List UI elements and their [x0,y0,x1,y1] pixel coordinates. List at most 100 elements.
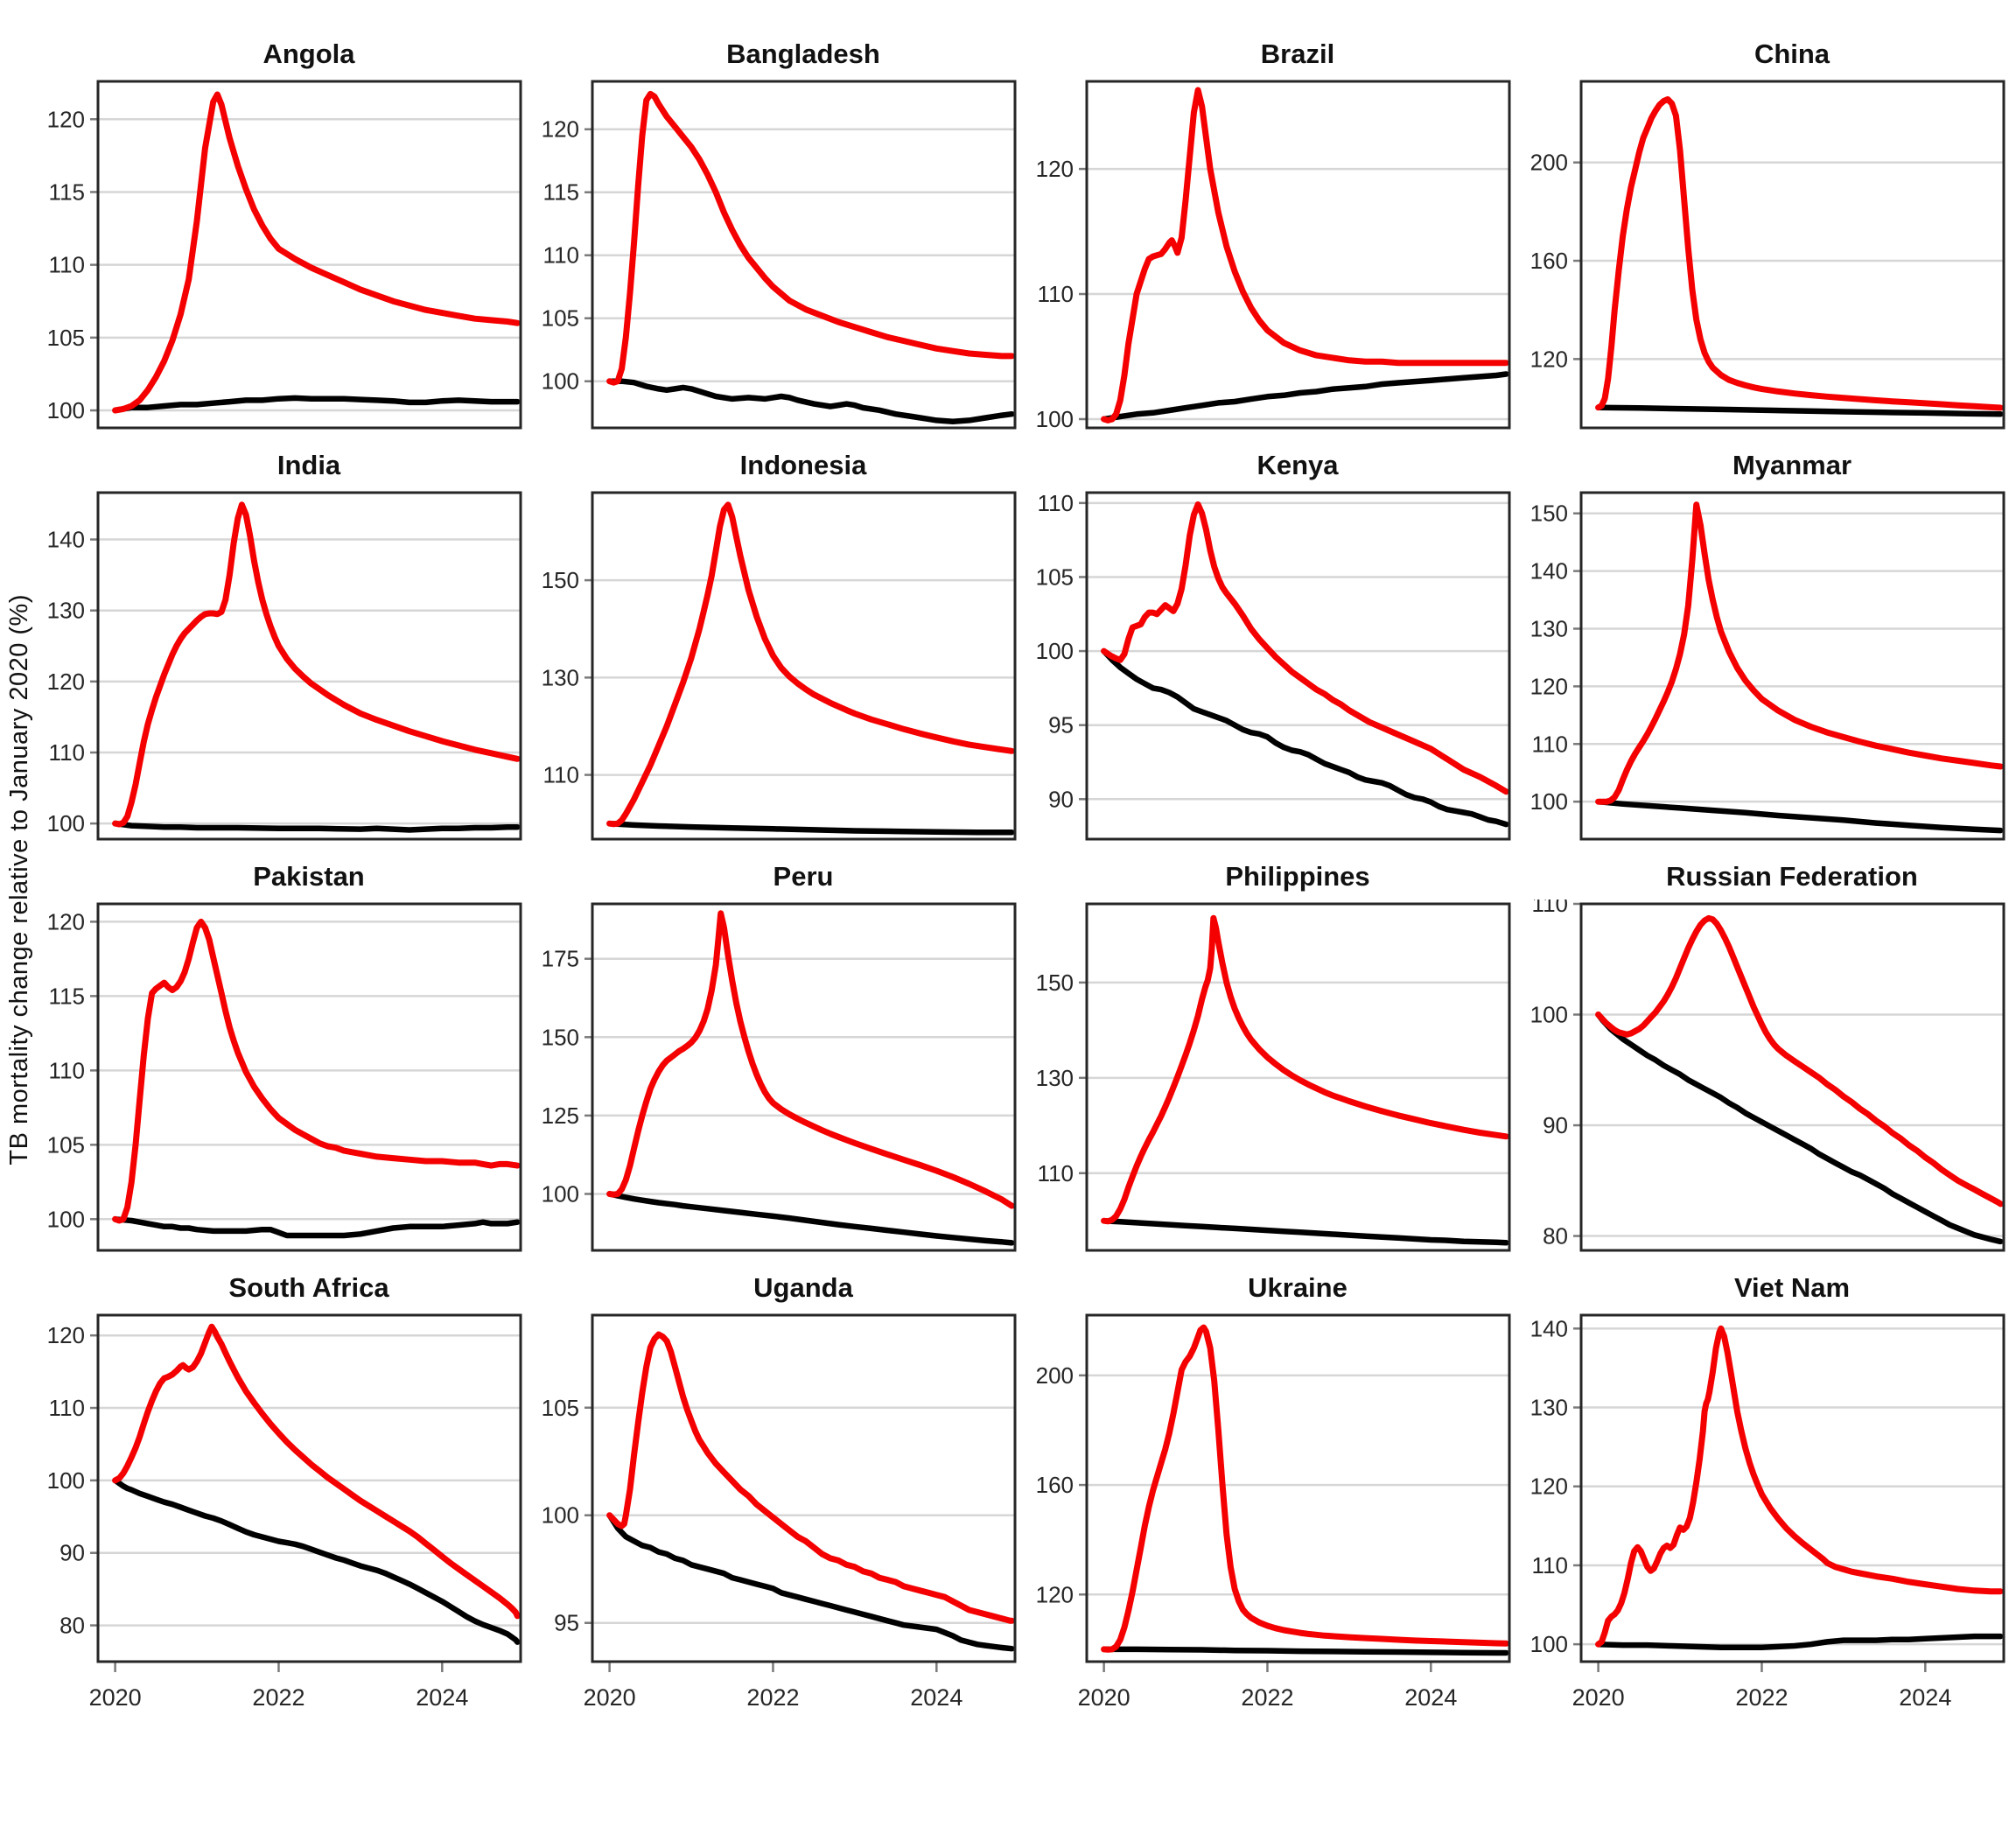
y-tick-label: 100 [47,810,85,836]
tb-mortality-figure: TB mortality change relative to January … [5,26,2016,1727]
chart-canvas: 80 90 100 110 [1530,900,2006,1252]
black-baseline-line [606,820,1015,836]
x-tick-label: 2020 [1572,1684,1625,1711]
panel-title: Peru [773,861,834,892]
y-tick-label: 115 [543,179,579,206]
y-tick-label: 150 [1530,500,1568,527]
chart-canvas: 100 105 110 115 120 [47,902,522,1252]
red-disruption-line [112,1323,521,1620]
panel-border [591,80,1017,430]
black-baseline-line [112,395,521,414]
y-tick-label: 80 [1543,1223,1568,1250]
panel-border [96,902,522,1252]
y-tick-label: 110 [543,762,579,788]
panel-border [1085,1313,1511,1663]
y-tick-label: 105 [542,305,579,332]
y-tick-label: 130 [47,598,85,624]
panel-border [1085,491,1511,841]
black-baseline-line [112,820,521,833]
x-tick-label: 2024 [416,1684,468,1711]
x-tick-label: 2024 [1899,1684,1951,1711]
black-baseline-line [606,1512,1015,1652]
chart-canvas: 100 110 120 130 140 2020 2022 2024 [1530,1313,2006,1711]
panel-title: Pakistan [253,861,365,892]
panel-border [1579,80,2006,430]
chart-canvas: 95 100 105 2020 2022 2024 [542,1313,1017,1711]
black-baseline-line [1101,1217,1509,1246]
y-tick-label: 130 [1530,616,1568,642]
y-tick-label: 120 [47,908,85,934]
y-tick-label: 100 [1036,638,1074,664]
y-tick-label: 120 [1036,156,1074,182]
y-tick-label: 120 [47,668,85,695]
y-tick-label: 130 [542,664,579,690]
panel-russian-federation: Russian Federation 80 90 100 110 [1522,849,2016,1260]
panel-brazil: Brazil 100 110 120 [1027,26,1522,438]
panel-title: Viet Nam [1733,1272,1851,1303]
x-tick-label: 2024 [910,1684,962,1711]
panel-border [591,1313,1017,1663]
y-tick-label: 100 [1530,1631,1568,1657]
panel-title: Indonesia [739,450,867,480]
x-tick-label: 2022 [746,1684,799,1711]
panel-south-africa: South Africa 80 90 100 110 120 2020 2022 2024 [38,1260,533,1727]
y-tick-label: 120 [47,1322,85,1348]
panel-border [1085,902,1511,1252]
panel-china: China 120 160 200 [1522,26,2016,438]
y-tick-label: 100 [542,368,579,395]
panel-border [1579,491,2006,841]
y-tick-label: 105 [542,1395,579,1421]
y-tick-label: 160 [1530,248,1568,274]
y-tick-label: 140 [1530,558,1568,584]
panel-title: Bangladesh [726,38,880,69]
red-disruption-line [112,918,521,1224]
y-tick-label: 100 [1530,788,1568,815]
y-tick-label: 110 [49,252,85,278]
panel-title: China [1754,38,1830,69]
x-tick-label: 2020 [89,1684,142,1711]
black-baseline-line [1101,648,1509,828]
y-tick-label: 100 [1530,1002,1568,1028]
y-tick-label: 175 [542,946,579,972]
red-disruption-line [1595,914,2004,1208]
panel-border [1579,1313,2006,1663]
panel-border [591,902,1017,1252]
y-tick-label: 160 [1036,1472,1074,1498]
y-tick-label: 130 [1036,1065,1074,1091]
black-baseline-line [606,378,1015,425]
red-disruption-line [1595,1325,2004,1648]
y-tick-label: 90 [60,1540,85,1566]
chart-canvas: 100 110 120 130 140 150 [1530,491,2006,841]
panel-border [96,80,522,430]
y-tick-label: 140 [1530,1315,1568,1341]
red-disruption-line [1101,501,1509,795]
panel-border [96,1313,522,1663]
y-tick-label: 110 [543,242,579,269]
black-baseline-line [1101,371,1509,423]
x-tick-label: 2024 [1404,1684,1457,1711]
panel-title: Russian Federation [1666,861,1918,892]
y-tick-label: 95 [554,1610,579,1636]
y-tick-label: 120 [1530,1474,1568,1500]
panel-title: Kenya [1256,450,1339,480]
red-disruption-line [606,910,1015,1209]
panel-title: Uganda [753,1272,853,1303]
y-tick-label: 120 [1530,346,1568,372]
black-baseline-line [1595,1012,2004,1245]
red-disruption-line [606,501,1015,828]
red-disruption-line [606,1331,1015,1624]
x-tick-label: 2022 [252,1684,304,1711]
red-disruption-line [1595,501,2004,805]
chart-canvas: 100 105 110 115 120 [47,80,522,430]
y-tick-label: 200 [1036,1362,1074,1389]
panel-uganda: Uganda 95 100 105 2020 2022 2024 [533,1260,1027,1727]
red-disruption-line [112,501,521,828]
chart-canvas: 110 130 150 [1036,902,1511,1252]
chart-canvas: 90 95 100 105 110 [1036,490,1511,841]
black-baseline-line [112,1477,521,1645]
red-disruption-line [1595,96,2004,411]
panel-angola: Angola 100 105 110 115 120 [38,26,533,438]
red-disruption-line [606,90,1015,386]
panel-bangladesh: Bangladesh 100 105 110 115 120 [533,26,1027,438]
chart-canvas: 100 110 120 [1036,80,1511,432]
